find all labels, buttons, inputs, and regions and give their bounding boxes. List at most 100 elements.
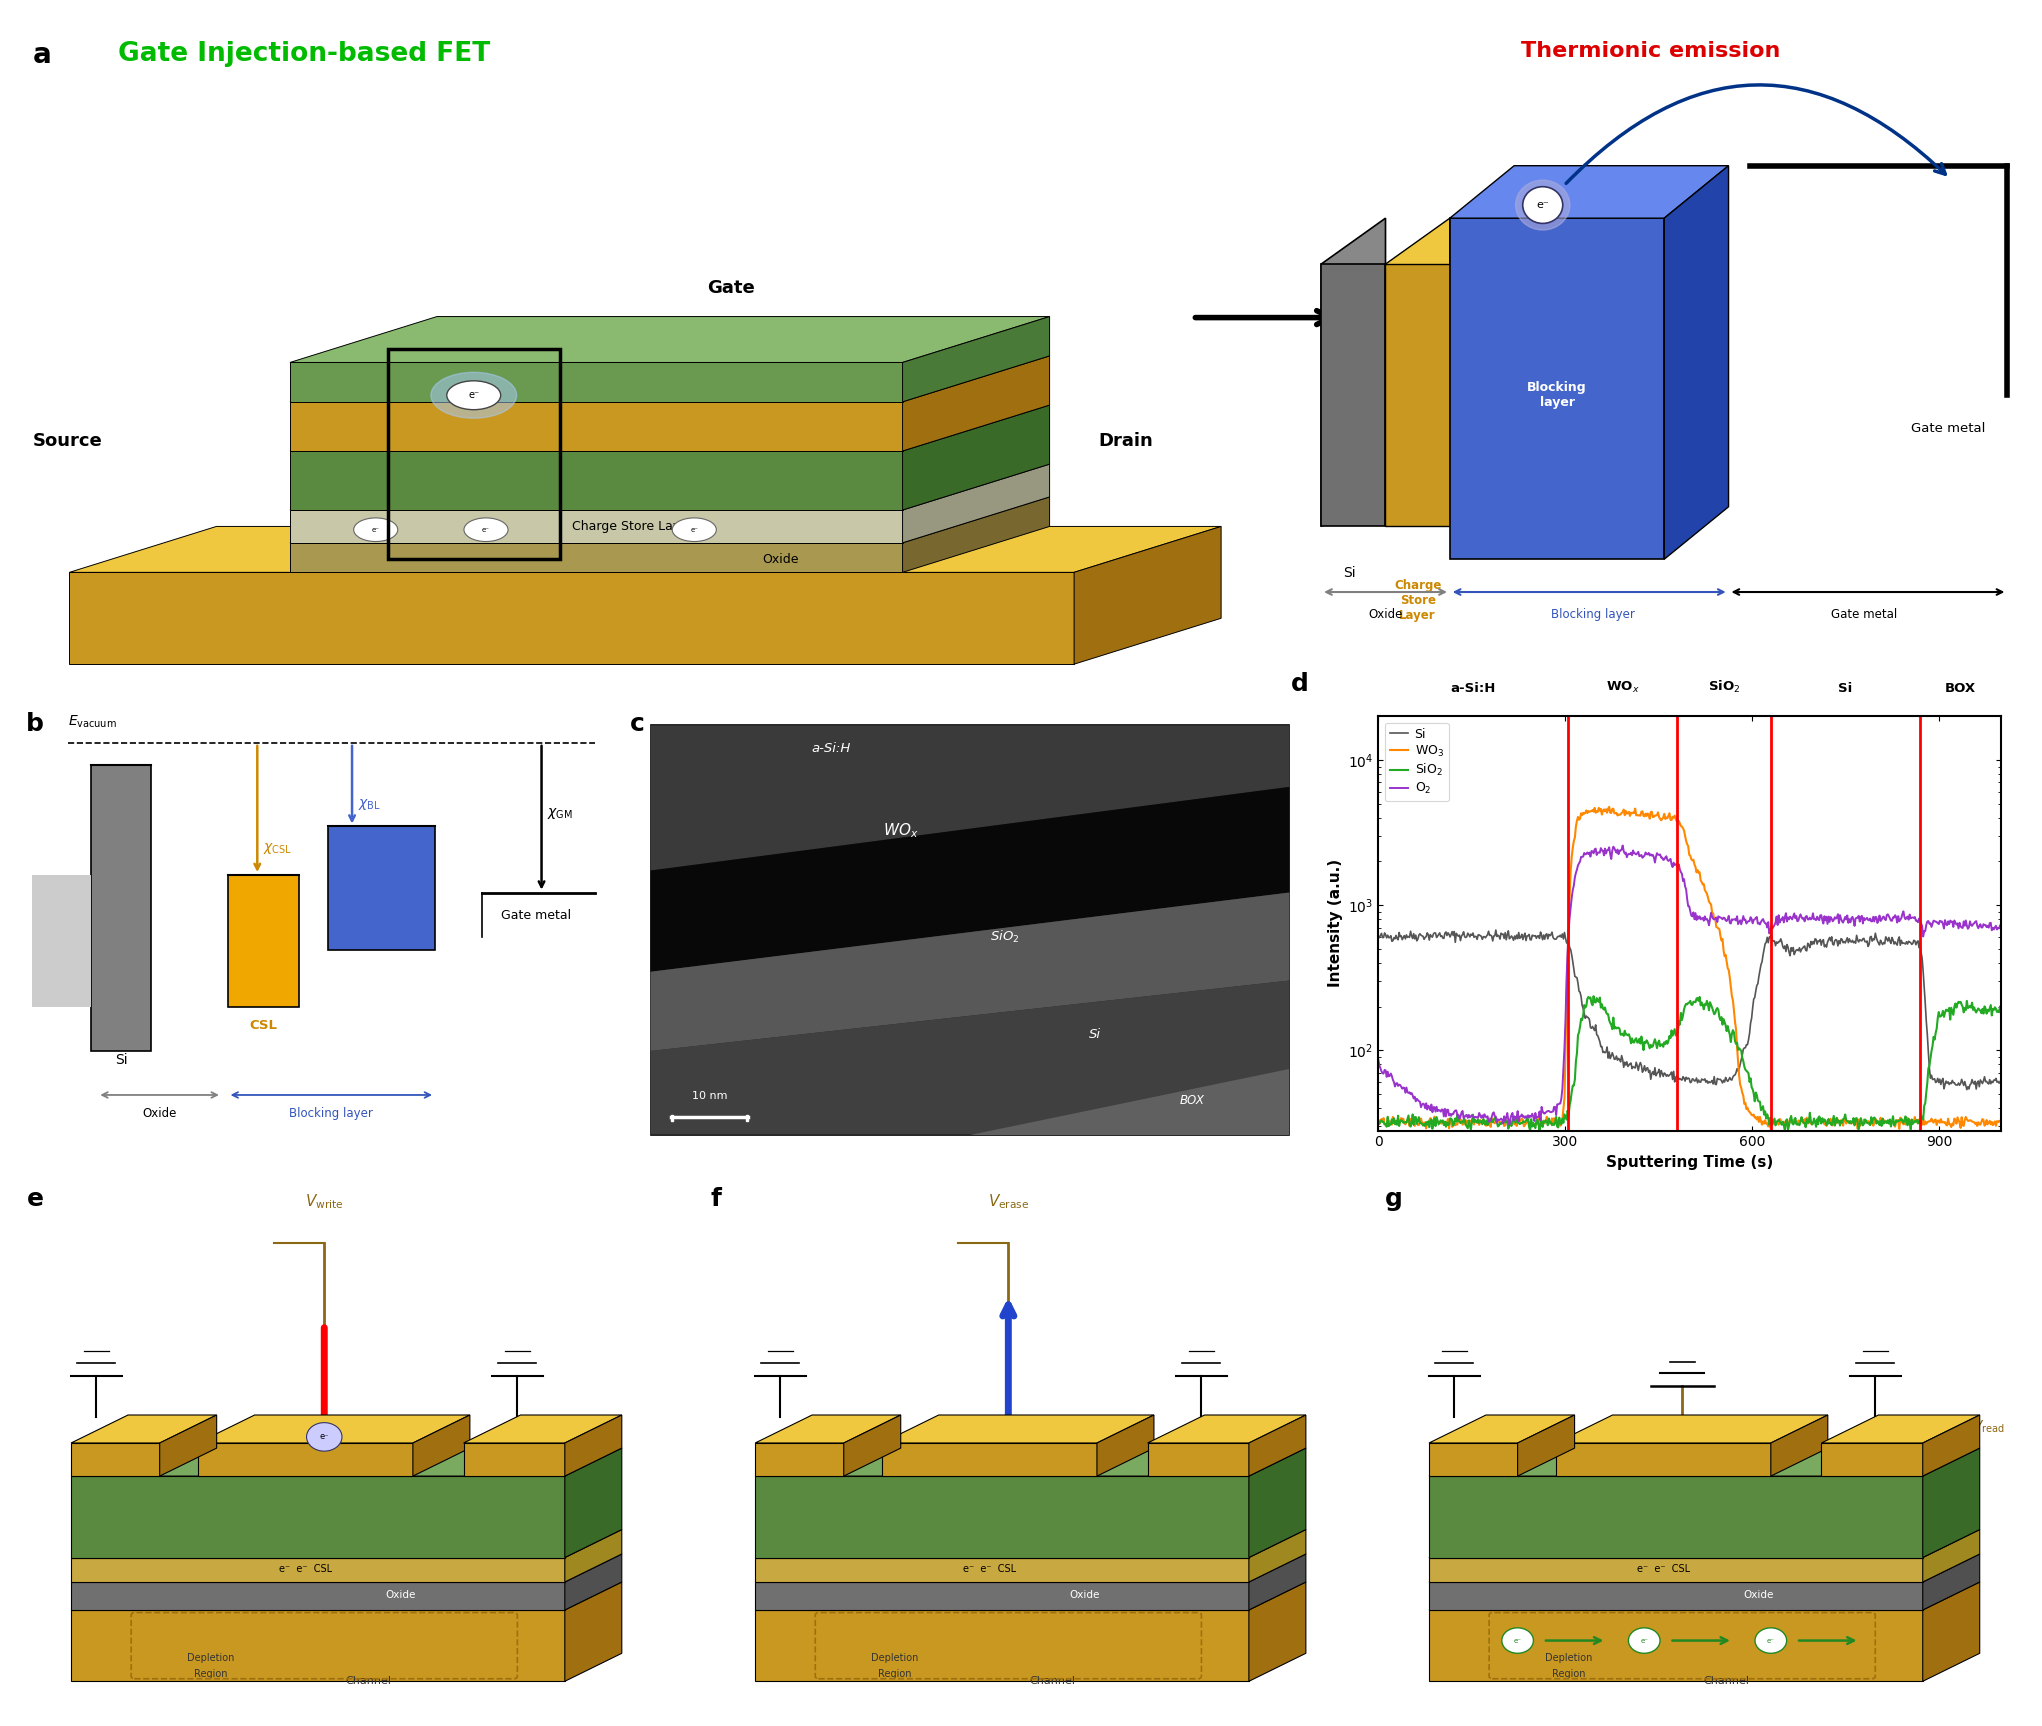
Text: Blocking layer: Blocking layer xyxy=(319,1509,419,1522)
Text: Drain: Drain xyxy=(1099,432,1154,450)
Text: e⁻  e⁻  CSL: e⁻ e⁻ CSL xyxy=(278,1564,333,1574)
Polygon shape xyxy=(1321,264,1384,526)
Text: Source: Source xyxy=(33,432,102,450)
Text: WO$_x$: WO$_x$ xyxy=(1607,680,1640,696)
Polygon shape xyxy=(756,1557,1250,1583)
Polygon shape xyxy=(71,1448,621,1476)
Text: a: a xyxy=(33,41,51,69)
Polygon shape xyxy=(566,1553,621,1610)
Si xyxy=(1836,932,1860,953)
Circle shape xyxy=(431,373,517,418)
O$_2$ xyxy=(1611,835,1636,856)
Text: e: e xyxy=(27,1187,43,1212)
Polygon shape xyxy=(1450,166,1728,217)
Polygon shape xyxy=(903,406,1050,511)
Text: Oxide: Oxide xyxy=(1070,1590,1099,1600)
Circle shape xyxy=(672,518,717,542)
SiO$_2$ xyxy=(1581,986,1605,1006)
Line: O$_2$: O$_2$ xyxy=(1378,846,2001,1125)
Polygon shape xyxy=(1664,166,1728,559)
Si xyxy=(1783,941,1807,961)
Polygon shape xyxy=(756,1415,901,1443)
Polygon shape xyxy=(651,725,1289,870)
Circle shape xyxy=(1501,1628,1534,1654)
Polygon shape xyxy=(843,1415,901,1476)
Polygon shape xyxy=(1074,526,1221,665)
Y-axis label: Intensity (a.u.): Intensity (a.u.) xyxy=(1327,860,1342,987)
Text: Channel: Channel xyxy=(345,1676,392,1686)
Polygon shape xyxy=(290,316,1050,362)
Polygon shape xyxy=(1450,217,1664,559)
Text: Gate Injection-based FET: Gate Injection-based FET xyxy=(118,41,490,67)
Polygon shape xyxy=(756,1610,1250,1681)
Si xyxy=(1485,920,1509,941)
Si xyxy=(1989,1068,2013,1089)
Si xyxy=(1527,929,1552,949)
Polygon shape xyxy=(1924,1415,1979,1476)
WO$_3$ xyxy=(1476,1115,1501,1136)
Text: Blocking layer: Blocking layer xyxy=(290,1106,374,1120)
Line: Si: Si xyxy=(1378,930,2001,1089)
Circle shape xyxy=(447,381,500,409)
Text: Gate metal: Gate metal xyxy=(500,910,570,922)
Text: e⁻: e⁻ xyxy=(372,526,380,533)
Polygon shape xyxy=(756,1476,1250,1557)
Text: Charge
Store
Layer: Charge Store Layer xyxy=(1395,578,1442,621)
Polygon shape xyxy=(903,356,1050,450)
Text: Region: Region xyxy=(878,1669,911,1679)
Polygon shape xyxy=(71,1415,216,1443)
O$_2$ xyxy=(1650,847,1674,868)
Polygon shape xyxy=(71,1476,566,1557)
Polygon shape xyxy=(566,1583,621,1681)
Polygon shape xyxy=(290,362,903,402)
WO$_3$ xyxy=(1597,796,1621,816)
Polygon shape xyxy=(1148,1415,1307,1443)
Circle shape xyxy=(1754,1628,1787,1654)
Polygon shape xyxy=(69,526,1221,573)
Polygon shape xyxy=(1924,1448,1979,1557)
Polygon shape xyxy=(1250,1448,1307,1557)
SiO$_2$ xyxy=(1736,1061,1760,1082)
Polygon shape xyxy=(71,1529,621,1557)
WO$_3$ xyxy=(1887,1118,1911,1139)
WO$_3$ xyxy=(1648,809,1672,830)
Text: Blocking layer: Blocking layer xyxy=(1676,1509,1777,1522)
O$_2$ xyxy=(1476,1112,1501,1132)
SiO$_2$ xyxy=(1989,999,2013,1020)
SiO$_2$ xyxy=(1517,1120,1542,1141)
Text: d: d xyxy=(1291,671,1309,696)
Polygon shape xyxy=(1384,264,1450,526)
SiO$_2$ xyxy=(1366,1112,1391,1132)
Polygon shape xyxy=(71,1553,621,1583)
Text: a-Si:H: a-Si:H xyxy=(811,742,852,754)
Text: Si: Si xyxy=(1344,566,1356,580)
Polygon shape xyxy=(71,1583,621,1610)
Polygon shape xyxy=(970,1068,1289,1134)
Polygon shape xyxy=(1250,1529,1307,1583)
Text: e⁻: e⁻ xyxy=(1766,1638,1774,1643)
Text: Si: Si xyxy=(1088,1027,1101,1041)
Polygon shape xyxy=(566,1529,621,1583)
Polygon shape xyxy=(290,497,1050,542)
Polygon shape xyxy=(1250,1415,1307,1476)
Circle shape xyxy=(1515,180,1570,230)
Text: Charge Store Layer: Charge Store Layer xyxy=(572,520,694,533)
Polygon shape xyxy=(756,1443,843,1476)
Polygon shape xyxy=(198,1415,470,1443)
Text: Gate metal: Gate metal xyxy=(1832,608,1897,621)
Text: Thermionic emission: Thermionic emission xyxy=(1521,41,1781,60)
Polygon shape xyxy=(198,1443,412,1476)
Polygon shape xyxy=(290,542,903,573)
Polygon shape xyxy=(756,1553,1307,1583)
Bar xyxy=(227,875,298,1006)
Text: a-Si:H: a-Si:H xyxy=(1450,682,1495,696)
Text: CSL: CSL xyxy=(249,1018,278,1032)
Line: SiO$_2$: SiO$_2$ xyxy=(1378,996,2001,1131)
X-axis label: Sputtering Time (s): Sputtering Time (s) xyxy=(1607,1155,1772,1170)
Polygon shape xyxy=(903,464,1050,542)
Text: Channel: Channel xyxy=(1029,1676,1076,1686)
Polygon shape xyxy=(1321,217,1384,526)
Text: e⁻: e⁻ xyxy=(1640,1638,1648,1643)
SiO$_2$ xyxy=(1785,1113,1809,1134)
Text: WO$_x$: WO$_x$ xyxy=(882,822,919,841)
